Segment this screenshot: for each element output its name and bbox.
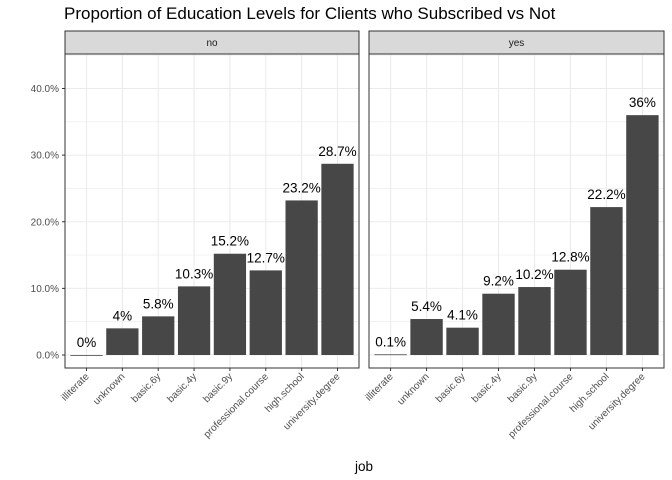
x-tick-label: illiterate bbox=[59, 371, 91, 403]
bar-no-illiterate bbox=[70, 355, 103, 356]
bar-no-high.school bbox=[285, 200, 318, 355]
bar-no-basic.6y bbox=[142, 316, 175, 355]
bar-value-label: 4% bbox=[113, 308, 133, 323]
x-tick-label: basic.4y bbox=[470, 371, 504, 405]
facet-strip-label: yes bbox=[509, 38, 525, 49]
y-tick-label: 20.0% bbox=[31, 217, 59, 228]
bar-yes-illiterate bbox=[374, 354, 407, 356]
bar-no-university.degree bbox=[321, 163, 354, 355]
x-tick-label: basic.6y bbox=[434, 371, 468, 405]
bar-value-label: 4.1% bbox=[447, 308, 478, 323]
bar-value-label: 22.2% bbox=[587, 187, 625, 202]
chart-title: Proportion of Education Levels for Clien… bbox=[64, 4, 556, 23]
bar-no-professional.course bbox=[249, 270, 282, 355]
x-tick-label: basic.4y bbox=[165, 371, 199, 405]
y-tick-label: 40.0% bbox=[31, 84, 59, 95]
bar-no-basic.4y bbox=[177, 286, 211, 355]
bar-value-label: 10.3% bbox=[175, 266, 213, 281]
facets: 0.0% 10.0% 20.0% 30.0% 40.0% no 0% 4% 5.8%10.3% 1… bbox=[31, 30, 665, 440]
bar-value-label: 10.2% bbox=[515, 267, 553, 282]
x-tick-label: unknown bbox=[91, 371, 127, 407]
y-tick-label: 10.0% bbox=[31, 284, 59, 295]
bar-no-unknown bbox=[106, 328, 139, 355]
facet-panel-no: no 0% 4% 5.8%10.3% 15.2%12.7% 23.2% 28.7% illit… bbox=[59, 30, 360, 440]
x-tick-label: unknown bbox=[396, 371, 432, 407]
bar-value-label: 36% bbox=[629, 95, 656, 110]
bar-value-label: 0.1% bbox=[375, 334, 406, 349]
bar-value-label: 0% bbox=[77, 335, 97, 350]
bar-value-label: 5.8% bbox=[143, 296, 174, 311]
bar-value-label: 9.2% bbox=[483, 274, 514, 289]
bar-yes-basic.4y bbox=[482, 293, 515, 355]
bar-value-label: 12.8% bbox=[551, 250, 589, 265]
bar-yes-professional.course bbox=[554, 269, 587, 355]
bar-yes-university.degree bbox=[626, 115, 659, 356]
y-tick-label: 0.0% bbox=[36, 351, 59, 362]
bar-value-label: 5.4% bbox=[411, 299, 442, 314]
panel-border bbox=[368, 53, 665, 369]
bar-value-label: 15.2% bbox=[211, 234, 249, 249]
y-tick-label: 30.0% bbox=[31, 151, 59, 162]
bar-value-label: 12.7% bbox=[247, 250, 285, 265]
facet-panel-yes: yes 0.1% 5.4% 4.1% 9.2% 10.2% 12.8% 22.2% 36% ill… bbox=[364, 30, 665, 440]
x-tick-label: basic.9y bbox=[201, 371, 235, 405]
x-tick-label: basic.6y bbox=[130, 371, 164, 405]
bar-yes-high.school bbox=[590, 207, 623, 355]
x-tick-label: illiterate bbox=[364, 371, 396, 403]
bar-no-basic.9y bbox=[213, 253, 247, 355]
facet-strip-label: no bbox=[206, 38, 218, 49]
panel-border bbox=[64, 53, 360, 369]
bar-yes-unknown bbox=[410, 319, 443, 355]
bar-value-label: 23.2% bbox=[282, 180, 320, 195]
bar-yes-basic.6y bbox=[446, 327, 479, 355]
bar-value-label: 28.7% bbox=[318, 144, 356, 159]
bar-yes-basic.9y bbox=[518, 287, 551, 355]
x-axis-title: job bbox=[354, 459, 373, 474]
x-tick-label: basic.9y bbox=[506, 371, 540, 405]
x-tick-label: professional.course bbox=[202, 371, 271, 440]
x-tick-label: professional.course bbox=[506, 371, 575, 440]
